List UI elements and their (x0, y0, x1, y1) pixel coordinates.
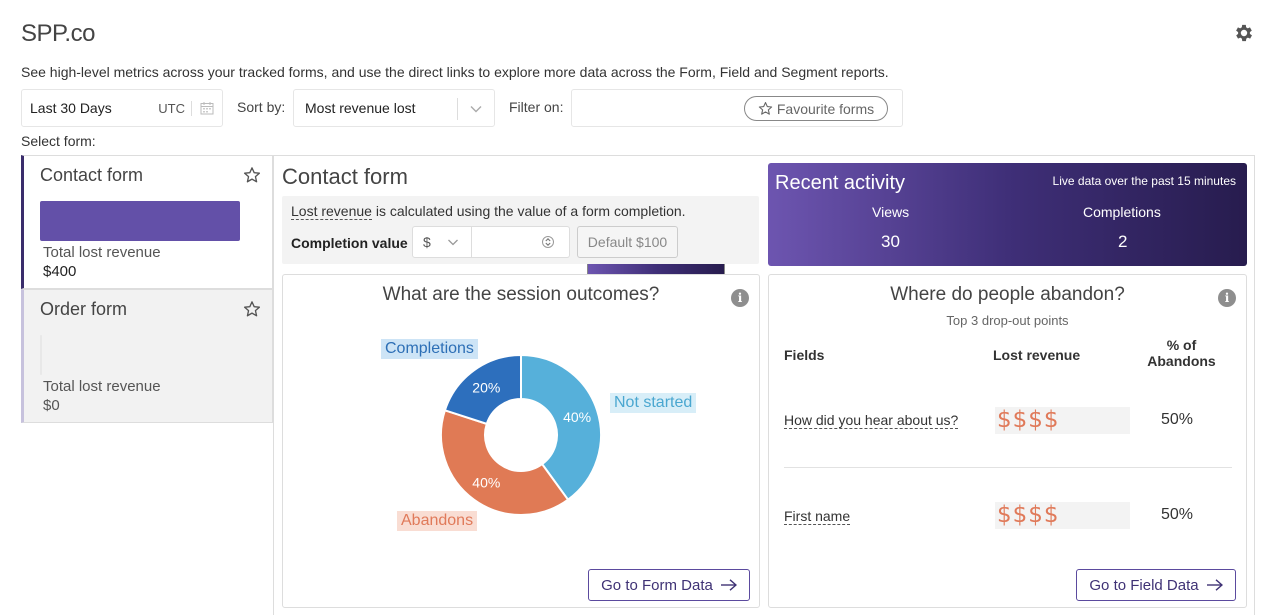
gear-icon[interactable] (1233, 22, 1255, 44)
completions-value: 2 (1118, 232, 1128, 251)
sort-select[interactable]: Most revenue lost (293, 89, 495, 127)
legend-completions: Completions (381, 339, 478, 359)
timezone-label: UTC (158, 100, 192, 116)
col-pct-line2: Abandons (1147, 353, 1216, 369)
views-value: 30 (881, 232, 900, 251)
form-item-contact[interactable]: Contact form Total lost revenue $400 (21, 155, 273, 289)
donut-slice-not-started (520, 353, 602, 502)
select-form-label: Select form: (21, 133, 96, 149)
main-panel (273, 155, 1255, 615)
filter-label: Filter on: (509, 99, 564, 115)
default-value-button[interactable]: Default $100 (577, 226, 678, 258)
currency-select[interactable]: $ (412, 226, 472, 258)
filter-favourite-forms[interactable]: Favourite forms (744, 96, 888, 121)
form-item-order[interactable]: Order form Total lost revenue $0 (21, 289, 273, 423)
chevron-down-icon (448, 239, 458, 246)
completion-value-label: Completion value (291, 235, 408, 251)
select-separator (457, 98, 458, 120)
star-icon[interactable] (243, 166, 261, 184)
sort-label: Sort by: (237, 99, 286, 115)
field-link-how-did-you-hear[interactable]: How did you hear about us? (784, 412, 959, 429)
arrow-right-icon (1206, 579, 1223, 591)
sort-value: Most revenue lost (305, 100, 416, 116)
lost-revenue-link[interactable]: Lost revenue (291, 203, 372, 220)
col-lost-revenue: Lost revenue (993, 347, 1081, 363)
currency-value: $ (423, 234, 431, 250)
donut-label-completions: 20% (472, 379, 500, 395)
completions-label: Completions (1083, 204, 1161, 220)
row-divider (784, 467, 1232, 468)
filter-group: Recently tracked Favourite forms (571, 89, 903, 356)
go-to-field-data-label: Go to Field Data (1089, 576, 1199, 594)
col-pct-line1: % of (1166, 337, 1197, 353)
lost-revenue-label: Total lost revenue (43, 244, 161, 261)
calendar-icon (200, 102, 214, 115)
brand-logo: SPP.co (21, 20, 95, 47)
intro-text: See high-level metrics across your track… (21, 64, 889, 80)
lost-revenue-bar (40, 335, 42, 375)
revenue-explanation: Lost revenue is calculated using the val… (291, 203, 686, 220)
completion-value-input[interactable] (472, 226, 570, 258)
donut-label-abandons: 40% (472, 475, 500, 491)
col-pct-abandons: % of Abandons (1139, 337, 1224, 369)
go-to-field-data-button[interactable]: Go to Field Data (1076, 569, 1236, 601)
lost-revenue-label: Total lost revenue (43, 378, 161, 395)
star-icon[interactable] (243, 300, 261, 318)
views-label: Views (872, 204, 910, 220)
info-icon[interactable]: i (1218, 289, 1236, 307)
field-link-first-name[interactable]: First name (784, 508, 851, 525)
form-name: Contact form (40, 165, 144, 185)
session-outcomes-card: What are the session outcomes? i 40% 40% 2… (282, 274, 760, 608)
legend-not-started: Not started (610, 393, 697, 413)
recent-activity-subtitle: Live data over the past 15 minutes (1052, 174, 1236, 188)
lost-revenue-value: $0 (43, 397, 60, 414)
arrow-right-icon (720, 579, 737, 591)
abandon-pct: 50% (1161, 411, 1194, 428)
stepper-icon[interactable] (542, 235, 554, 249)
recent-activity-title: Recent activity (775, 172, 906, 194)
donut-slice-completions (443, 353, 522, 426)
lost-revenue-value: $400 (43, 263, 77, 280)
chevron-down-icon (470, 106, 482, 113)
legend-abandons: Abandons (397, 511, 478, 531)
go-to-form-data-button[interactable]: Go to Form Data (588, 569, 750, 601)
recent-activity-panel: Recent activity Live data over the past … (768, 163, 1247, 266)
revenue-dollars: $$$$ (995, 502, 1130, 529)
abandon-pct: 50% (1161, 506, 1194, 523)
form-name: Order form (40, 299, 128, 319)
abandon-title: Where do people abandon? (890, 284, 1125, 305)
donut-label-not-started: 40% (563, 409, 591, 425)
page-title: Contact form (282, 164, 408, 189)
go-to-form-data-label: Go to Form Data (601, 576, 713, 594)
abandon-card: Where do people abandon? Top 3 drop-out … (768, 274, 1247, 608)
revenue-dollars: $$$$ (995, 407, 1130, 434)
date-range-picker[interactable]: Last 30 Days UTC (21, 89, 223, 127)
outcomes-donut-chart: 40% 40% 20% (440, 353, 602, 516)
abandon-subtitle: Top 3 drop-out points (946, 313, 1069, 328)
revenue-explanation-text: is calculated using the value of a form … (371, 203, 686, 219)
lost-revenue-bar (40, 201, 240, 241)
filter-favourite-label: Favourite forms (776, 100, 875, 117)
star-icon (758, 102, 773, 115)
date-range-value: Last 30 Days (30, 100, 112, 116)
col-fields: Fields (784, 347, 825, 363)
donut-slice-abandons (440, 409, 570, 516)
outcomes-title: What are the session outcomes? (382, 284, 660, 305)
info-icon[interactable]: i (731, 289, 749, 307)
